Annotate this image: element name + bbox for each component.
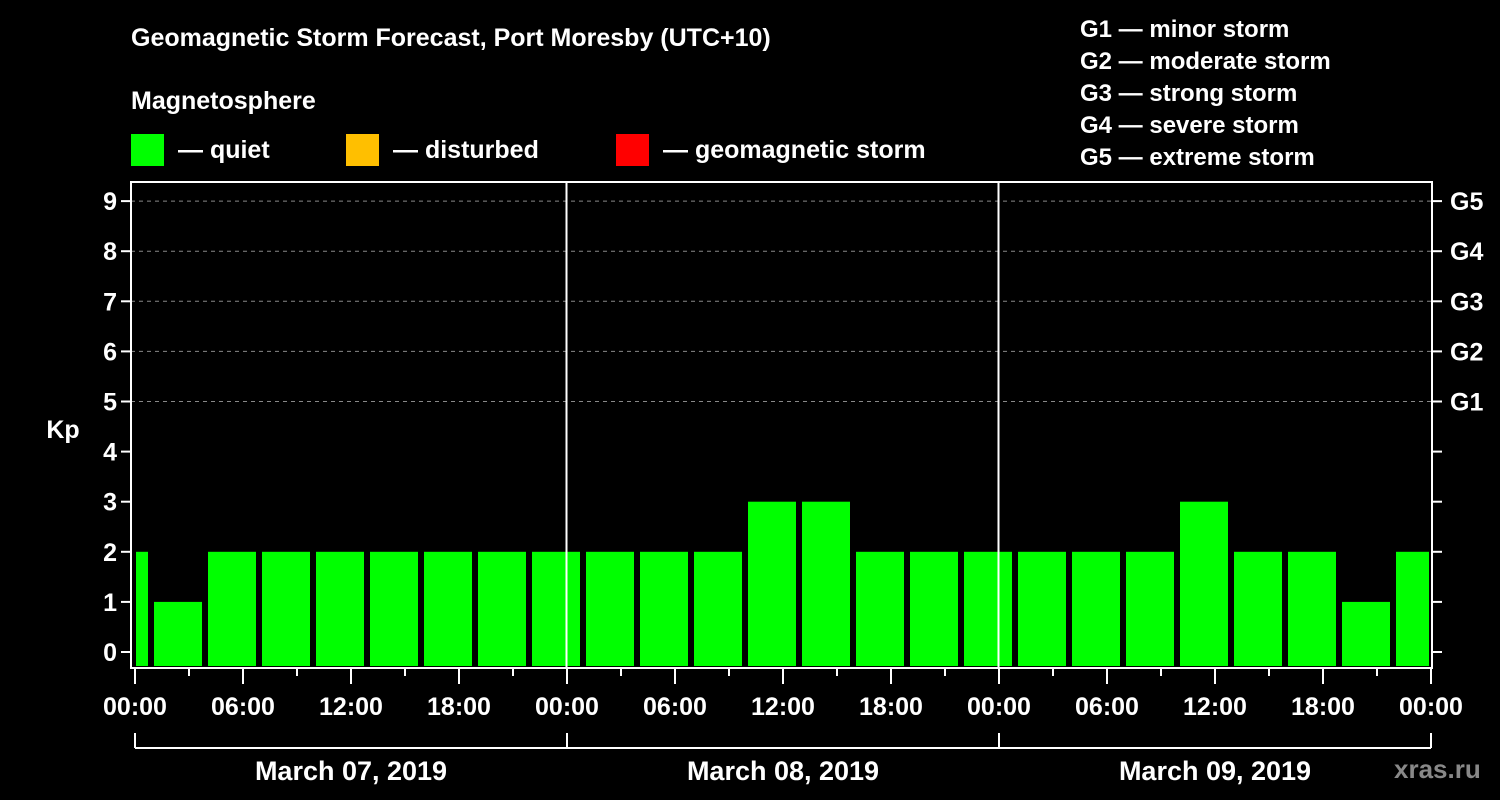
x-tick-label: 18:00 bbox=[1291, 693, 1355, 721]
kp-bar bbox=[586, 551, 634, 666]
x-tick-label: 18:00 bbox=[427, 693, 491, 721]
legend-disturbed-label: — disturbed bbox=[393, 135, 539, 164]
kp-bar bbox=[370, 551, 418, 666]
y-tick-label: 1 bbox=[103, 589, 117, 617]
kp-bar bbox=[532, 551, 580, 666]
g3-legend: G3 — strong storm bbox=[1080, 80, 1298, 107]
kp-bar bbox=[1180, 501, 1228, 666]
legend-disturbed: — disturbed bbox=[346, 134, 539, 166]
g-level-label: G3 bbox=[1450, 288, 1483, 316]
disturbed-swatch bbox=[346, 134, 379, 166]
kp-bar bbox=[136, 551, 148, 666]
g2-legend: G2 — moderate storm bbox=[1080, 48, 1331, 75]
g-level-label: G1 bbox=[1450, 389, 1483, 417]
y-axis-label: Kp bbox=[46, 416, 79, 444]
x-tick-label: 12:00 bbox=[751, 693, 815, 721]
day-label: March 07, 2019 bbox=[255, 756, 447, 786]
kp-bar bbox=[1126, 551, 1174, 666]
y-tick-label: 9 bbox=[103, 188, 117, 216]
x-tick-label: 12:00 bbox=[1183, 693, 1247, 721]
g-scale-legend: G1 — minor storm G2 — moderate storm G3 … bbox=[1080, 14, 1331, 174]
g5-legend: G5 — extreme storm bbox=[1080, 144, 1315, 171]
legend-title: Magnetosphere bbox=[131, 87, 316, 115]
storm-swatch bbox=[616, 134, 649, 166]
kp-bar bbox=[154, 601, 202, 666]
quiet-swatch bbox=[131, 134, 164, 166]
g-level-label: G5 bbox=[1450, 188, 1483, 216]
legend-storm-label: — geomagnetic storm bbox=[663, 135, 926, 164]
legend-quiet-label: — quiet bbox=[178, 135, 270, 164]
x-tick-label: 00:00 bbox=[1399, 693, 1463, 721]
kp-bar bbox=[802, 501, 850, 666]
chart-title: Geomagnetic Storm Forecast, Port Moresby… bbox=[131, 24, 771, 52]
kp-bar bbox=[208, 551, 256, 666]
legend-storm: — geomagnetic storm bbox=[616, 134, 926, 166]
x-tick-label: 00:00 bbox=[967, 693, 1031, 721]
watermark: xras.ru bbox=[1394, 754, 1481, 784]
kp-bar bbox=[1234, 551, 1282, 666]
g-level-label: G4 bbox=[1450, 238, 1483, 266]
y-tick-label: 8 bbox=[103, 238, 117, 266]
y-tick-label: 6 bbox=[103, 338, 117, 366]
kp-bar bbox=[964, 551, 1012, 666]
day-label: March 09, 2019 bbox=[1119, 756, 1311, 786]
y-tick-label: 2 bbox=[103, 539, 117, 567]
y-tick-label: 5 bbox=[103, 389, 117, 417]
g-level-label: G2 bbox=[1450, 338, 1483, 366]
kp-bar bbox=[1396, 551, 1429, 666]
day-label: March 08, 2019 bbox=[687, 756, 879, 786]
x-tick-label: 12:00 bbox=[319, 693, 383, 721]
kp-bar bbox=[1342, 601, 1390, 666]
x-tick-label: 00:00 bbox=[103, 693, 167, 721]
kp-bar bbox=[478, 551, 526, 666]
g1-legend: G1 — minor storm bbox=[1080, 16, 1290, 43]
plot-frame bbox=[130, 181, 1433, 669]
legend-quiet: — quiet bbox=[131, 134, 270, 166]
x-tick-label: 18:00 bbox=[859, 693, 923, 721]
x-tick-label: 00:00 bbox=[535, 693, 599, 721]
y-tick-label: 0 bbox=[103, 639, 117, 667]
kp-bar bbox=[910, 551, 958, 666]
y-tick-label: 3 bbox=[103, 489, 117, 517]
kp-bar bbox=[748, 501, 796, 666]
kp-bar bbox=[1072, 551, 1120, 666]
x-tick-label: 06:00 bbox=[643, 693, 707, 721]
kp-bar bbox=[262, 551, 310, 666]
kp-bar bbox=[424, 551, 472, 666]
kp-bar bbox=[316, 551, 364, 666]
x-tick-label: 06:00 bbox=[211, 693, 275, 721]
x-tick-label: 06:00 bbox=[1075, 693, 1139, 721]
kp-bar bbox=[856, 551, 904, 666]
y-tick-label: 7 bbox=[103, 288, 117, 316]
kp-bar bbox=[640, 551, 688, 666]
y-tick-label: 4 bbox=[103, 439, 117, 467]
kp-bar bbox=[694, 551, 742, 666]
kp-bar bbox=[1018, 551, 1066, 666]
g4-legend: G4 — severe storm bbox=[1080, 112, 1299, 139]
kp-bar bbox=[1288, 551, 1336, 666]
